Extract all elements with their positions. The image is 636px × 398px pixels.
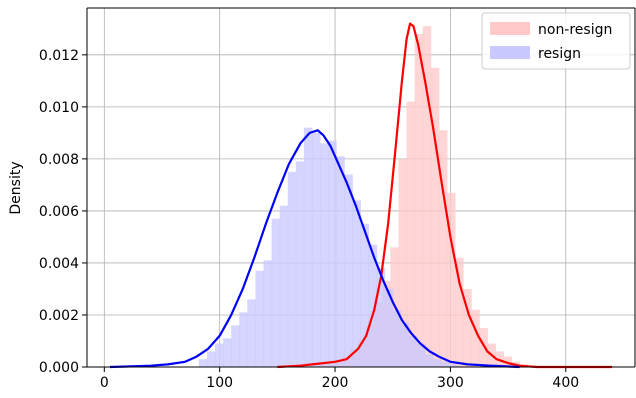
histogram-bar: [408, 335, 418, 367]
histogram-bar: [416, 343, 426, 367]
histogram-bar: [344, 174, 353, 367]
histogram-bar: [198, 359, 208, 367]
histogram-bar: [422, 26, 432, 367]
x-tick-label: 100: [206, 375, 233, 391]
histogram-bar: [441, 361, 450, 367]
legend-swatch: [490, 46, 530, 59]
x-tick-label: 0: [100, 375, 109, 391]
histogram-bar: [433, 359, 442, 367]
histogram-bar: [271, 218, 281, 367]
legend-label: non-resign: [538, 22, 612, 38]
y-tick-label: 0.000: [39, 360, 79, 376]
histogram-bar: [223, 338, 232, 367]
y-tick-label: 0.012: [39, 48, 79, 64]
y-tick-label: 0.002: [39, 308, 79, 324]
kde-line: [110, 129, 520, 369]
y-axis-title: Density: [8, 161, 24, 214]
histogram-bar: [215, 343, 224, 367]
legend-label: resign: [538, 46, 581, 62]
y-tick-label: 0.006: [39, 204, 79, 220]
histogram-bar: [311, 132, 321, 367]
x-tick-label: 400: [552, 375, 579, 391]
histogram-bar: [231, 325, 240, 367]
histogram-bar: [352, 200, 361, 367]
histogram-bar: [400, 322, 410, 367]
x-tick-label: 300: [437, 375, 464, 391]
histogram-bar: [455, 257, 464, 367]
histogram-bar: [295, 161, 305, 367]
histogram-bar: [406, 101, 416, 368]
y-tick-label: 0.008: [39, 152, 79, 168]
histogram-bar: [449, 364, 458, 367]
histogram-bar: [398, 158, 408, 367]
histogram-bar: [279, 205, 289, 367]
histogram-bar: [360, 223, 369, 367]
histogram-bar: [368, 244, 378, 367]
y-tick-label: 0.010: [39, 100, 79, 116]
histogram-bar: [438, 130, 448, 367]
histogram-bar: [206, 351, 216, 367]
histogram-bar: [392, 309, 402, 367]
histogram-bar: [239, 312, 248, 367]
histogram-bar: [414, 34, 424, 367]
histogram-bar: [336, 156, 345, 367]
histogram-bar: [255, 270, 265, 367]
histogram-bar: [471, 309, 480, 367]
histogram-bar: [446, 192, 456, 367]
x-tick-label: 200: [322, 375, 349, 391]
histogram-bar: [384, 288, 394, 367]
histogram-bar: [479, 327, 488, 367]
histogram-bar: [320, 143, 329, 367]
histogram-bar: [463, 288, 472, 367]
histogram-bar: [263, 260, 273, 367]
histogram-bar: [376, 268, 386, 367]
legend-swatch: [490, 22, 530, 35]
plot-area: 0 100 200 300 400 0.000 0.002 0.004 0.006 0.008 0.…: [39, 7, 636, 391]
histogram-bar: [328, 140, 337, 367]
histogram-bar: [247, 299, 256, 367]
histogram-bar: [425, 353, 434, 367]
histogram-bar: [303, 127, 313, 368]
histogram-bar: [430, 67, 440, 367]
histogram-bar: [287, 171, 297, 367]
kde-line: [277, 22, 612, 369]
y-tick-label: 0.004: [39, 256, 79, 272]
histogram-bar: [503, 356, 513, 367]
